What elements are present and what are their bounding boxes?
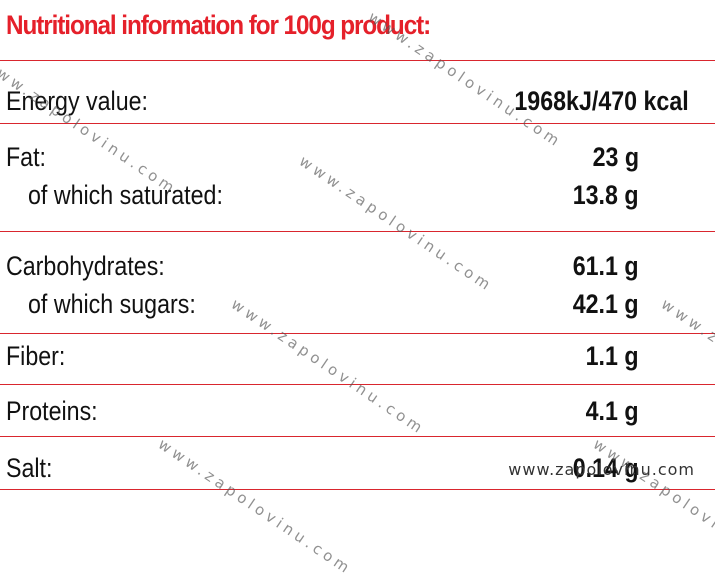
row-value: 4.1 g	[586, 396, 639, 426]
divider	[0, 60, 715, 61]
row-label: Fiber:	[6, 341, 66, 371]
row-label: of which sugars:	[28, 289, 196, 319]
table-row-salt: Salt: 0.14 g	[0, 448, 715, 488]
divider	[0, 231, 715, 232]
table-row-carbohydrates: Carbohydrates: 61.1 g	[0, 246, 715, 286]
table-row-saturated: of which saturated: 13.8 g	[0, 175, 715, 215]
row-value: 0.14 g	[573, 453, 639, 483]
row-value: 23 g	[592, 142, 639, 172]
divider	[0, 333, 715, 334]
divider	[0, 436, 715, 437]
table-row-proteins: Proteins: 4.1 g	[0, 391, 715, 431]
row-label: Fat:	[6, 142, 47, 172]
table-row-energy: Energy value: 1968kJ/470 kcal	[0, 81, 715, 121]
table-row-fiber: Fiber: 1.1 g	[0, 336, 715, 376]
row-label: of which saturated:	[28, 180, 223, 210]
row-value: 61.1 g	[573, 251, 639, 281]
watermark: www.zapolovinu.com	[508, 460, 695, 479]
table-row-sugars: of which sugars: 42.1 g	[0, 284, 715, 324]
divider	[0, 123, 715, 124]
row-label: Energy value:	[6, 86, 148, 116]
row-label: Proteins:	[6, 396, 98, 426]
watermark: www.zapolovinu.com	[364, 8, 566, 152]
row-label: Carbohydrates:	[6, 251, 165, 281]
table-row-fat: Fat: 23 g	[0, 137, 715, 177]
divider	[0, 384, 715, 385]
row-value: 1968kJ/470 kcal	[514, 86, 689, 116]
row-label: Salt:	[6, 453, 53, 483]
row-value: 1.1 g	[586, 341, 639, 371]
divider	[0, 489, 715, 490]
row-value: 42.1 g	[573, 289, 639, 319]
nutrition-title: Nutritional information for 100g product…	[6, 10, 431, 40]
row-value: 13.8 g	[573, 180, 639, 210]
